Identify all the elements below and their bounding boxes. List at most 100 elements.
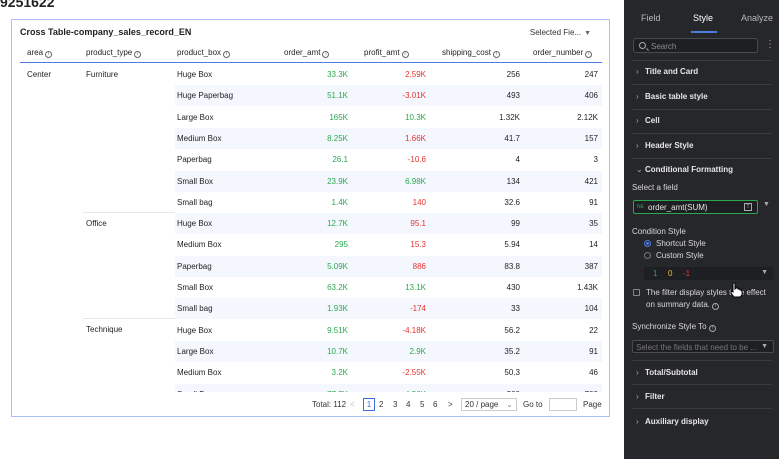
product-box-cell: Huge Box bbox=[177, 325, 213, 335]
table-header-row: area i product_type i product_box i order_a… bbox=[20, 43, 602, 63]
order-number-cell: 91 bbox=[589, 346, 598, 356]
header-profit-amt[interactable]: profit_amt i bbox=[364, 48, 409, 58]
header-area[interactable]: area i bbox=[27, 48, 53, 58]
product-type-cell: Office bbox=[86, 219, 107, 228]
header-product-box[interactable]: product_box i bbox=[177, 48, 231, 58]
page-6[interactable]: 6 bbox=[433, 400, 438, 409]
profit-amt-cell: -2.55K bbox=[402, 368, 426, 378]
more-vertical-icon[interactable]: ⋮ bbox=[765, 39, 775, 50]
shipping-cost-cell: 41.7 bbox=[504, 133, 520, 143]
table-row: Medium Box 3.2K -2.55K 50.3 46 bbox=[175, 362, 602, 383]
order-amt-cell: 5.09K bbox=[327, 261, 348, 271]
section-title-and-card[interactable]: › Title and Card bbox=[636, 67, 698, 76]
search-input[interactable]: Search bbox=[633, 38, 758, 53]
section-header-style[interactable]: › Header Style bbox=[636, 141, 693, 150]
order-amt-cell: 295 bbox=[334, 240, 348, 250]
selected-fields-label: Selected Fie... bbox=[529, 28, 582, 37]
page-size-select[interactable]: 20 / page ⌄ bbox=[461, 398, 517, 411]
profit-amt-cell: -174 bbox=[409, 304, 426, 314]
shipping-cost-cell: 83.8 bbox=[504, 261, 520, 271]
product-box-cell: Medium Box bbox=[177, 133, 222, 143]
section-cell[interactable]: › Cell bbox=[636, 116, 660, 125]
next-page-icon[interactable]: > bbox=[448, 400, 453, 409]
info-icon: i bbox=[492, 51, 500, 58]
section-total-subtotal[interactable]: › Total/Subtotal bbox=[636, 368, 698, 377]
section-label: Total/Subtotal bbox=[645, 368, 698, 377]
tab-analyze[interactable]: Analyze bbox=[741, 13, 774, 23]
info-icon: i bbox=[708, 325, 716, 332]
section-conditional-formatting[interactable]: ⌄ Conditional Formatting bbox=[636, 165, 733, 174]
page-5[interactable]: 5 bbox=[420, 400, 425, 409]
goto-page-input[interactable] bbox=[549, 398, 577, 411]
area-cell: Center bbox=[27, 70, 52, 79]
profit-amt-cell: 13.1K bbox=[405, 283, 426, 292]
order-amt-cell: 77.7K bbox=[270, 390, 348, 393]
product-type-cell: Furniture bbox=[86, 70, 119, 79]
caret-down-icon: ▼ bbox=[584, 30, 591, 37]
tab-field[interactable]: Field bbox=[641, 13, 661, 23]
shipping-cost-cell: 256 bbox=[506, 70, 520, 79]
order-amt-cell: 26.1 bbox=[332, 155, 348, 165]
header-order-amt[interactable]: order_amt i bbox=[284, 48, 330, 58]
condition-style-select[interactable]: 1 0 -1 ▼ bbox=[644, 267, 773, 280]
search-icon bbox=[639, 42, 646, 49]
header-shipping-cost[interactable]: shipping_cost i bbox=[442, 48, 500, 58]
header-product-box-label: product_box bbox=[177, 48, 222, 57]
prev-page-icon[interactable]: < bbox=[350, 400, 355, 409]
sync-fields-select[interactable]: Select the fields that need to be ... ▼ bbox=[632, 340, 774, 353]
product-box-cell: Small bag bbox=[177, 197, 213, 207]
chevron-down-icon: ⌄ bbox=[636, 165, 643, 174]
tab-style[interactable]: Style bbox=[693, 13, 714, 23]
page-1[interactable]: 1 bbox=[363, 398, 375, 411]
section-filter[interactable]: › Filter bbox=[636, 392, 665, 401]
table-row: Small Box 23.9K 6.98K 134 421 bbox=[175, 170, 602, 192]
product-box-cell: Small Box bbox=[177, 390, 267, 393]
page-3[interactable]: 3 bbox=[393, 400, 398, 409]
caret-down-icon: ▼ bbox=[761, 269, 768, 276]
product-box-cell: Huge Paperbag bbox=[177, 91, 234, 101]
header-order-number[interactable]: order_number i bbox=[533, 48, 593, 58]
measure-type-icon: NE bbox=[637, 204, 644, 210]
table-row: Large Box 10.7K 2.9K 35.2 91 bbox=[175, 340, 602, 362]
header-product-type[interactable]: product_type i bbox=[86, 48, 142, 58]
goto-label: Go to bbox=[523, 400, 543, 409]
pagination: Total: 112 < 1 2 3 4 5 6 > 20 / page ⌄ Go… bbox=[312, 398, 607, 412]
profit-amt-cell: 2.59K bbox=[405, 70, 426, 79]
header-area-label: area bbox=[27, 48, 44, 57]
shipping-cost-cell: 5.94 bbox=[504, 240, 520, 250]
field-select[interactable]: NE order_amt(SUM) T bbox=[633, 200, 758, 214]
field-select-value: order_amt(SUM) bbox=[648, 203, 708, 212]
selected-fields-dropdown[interactable]: Selected Fie... ▼ bbox=[530, 28, 591, 37]
profit-amt-cell: 140 bbox=[412, 197, 426, 207]
select-field-label: Select a field bbox=[632, 183, 678, 192]
order-number-cell: 1.43K bbox=[577, 283, 598, 292]
filter-summary-checkbox[interactable] bbox=[633, 289, 640, 296]
table-row: Large Box 165K 10.3K 1.32K 2.12K bbox=[175, 107, 602, 128]
profit-amt-cell: 10.3K bbox=[405, 112, 426, 122]
section-auxiliary-display[interactable]: › Auxiliary display bbox=[636, 417, 709, 426]
active-tab-indicator bbox=[691, 31, 717, 33]
page-2[interactable]: 2 bbox=[379, 400, 384, 409]
condition-positive: 1 bbox=[653, 269, 658, 278]
group-divider bbox=[83, 212, 175, 213]
caret-down-icon[interactable]: ▼ bbox=[763, 201, 770, 208]
header-product-type-label: product_type bbox=[86, 48, 133, 57]
order-amt-cell: 8.25K bbox=[327, 133, 348, 143]
table-row: Small Box77.7K4.56K 380700 bbox=[175, 383, 602, 393]
chevron-down-icon: ⌄ bbox=[506, 400, 513, 409]
chevron-right-icon: › bbox=[636, 368, 639, 377]
table-row: Paperbag 5.09K 886 83.8 387 bbox=[175, 255, 602, 277]
table-row: Huge Paperbag 51.1K -3.01K 493 406 bbox=[175, 85, 602, 107]
section-basic-table-style[interactable]: › Basic table style bbox=[636, 92, 708, 101]
order-number-cell: 22 bbox=[589, 325, 598, 335]
info-icon: i bbox=[712, 303, 720, 310]
aggregation-icon[interactable]: T bbox=[744, 203, 752, 211]
profit-amt-cell: -3.01K bbox=[402, 91, 426, 101]
group-divider bbox=[83, 318, 175, 319]
profit-amt-cell: 6.98K bbox=[405, 176, 426, 186]
profit-amt-cell: -10.6 bbox=[407, 155, 426, 165]
order-number-cell: 14 bbox=[589, 240, 598, 250]
page-4[interactable]: 4 bbox=[406, 400, 411, 409]
order-amt-cell: 63.2K bbox=[327, 283, 348, 292]
table-row: Medium Box 295 15.3 5.94 14 bbox=[175, 234, 602, 255]
